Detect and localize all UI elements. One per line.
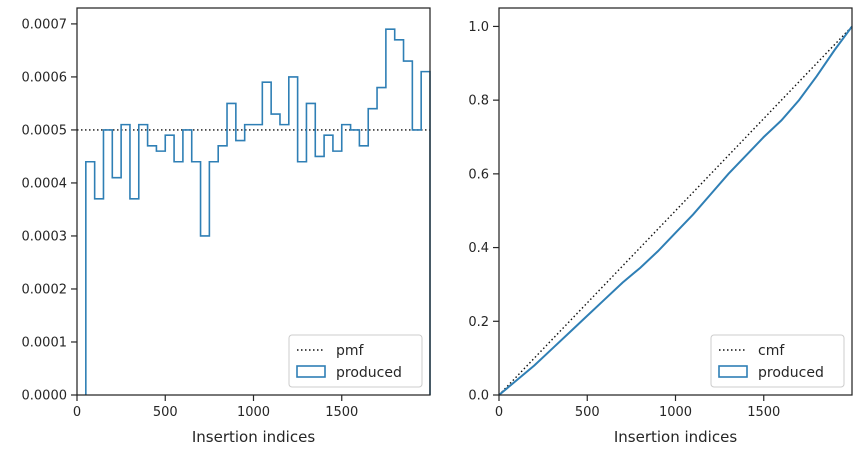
pmf-legend-label-produced: produced [336, 365, 402, 381]
pmf-x-axis-label: Insertion indices [192, 428, 315, 446]
pmf-legend-produced-swatch [296, 365, 326, 378]
cmf-y-tick-label: 0.8 [468, 94, 489, 109]
pmf-y-tick-label: 0.0002 [22, 282, 68, 297]
cmf-x-tick-label: 500 [575, 405, 600, 420]
cmf-line-marks [498, 25, 853, 396]
pmf-legend-label-reference: pmf [336, 343, 365, 359]
cmf-legend-box [710, 334, 845, 388]
cmf-x-tick-label: 1000 [659, 405, 692, 420]
cmf-reference-line [498, 25, 853, 396]
cmf-y-tick-label: 1.0 [468, 20, 489, 35]
pmf-x-ticks: 0 500 1000 1500 [73, 395, 358, 420]
cmf-x-ticks: 0 500 1000 1500 [495, 395, 780, 420]
pmf-y-tick-label: 0.0000 [22, 389, 68, 404]
cmf-line-panel: 0.0 0.2 0.4 0.6 0.8 1.0 0 500 1000 1500 Insertio… [468, 7, 853, 446]
cmf-x-tick-label: 0 [495, 405, 503, 420]
pmf-legend: pmf produced [288, 334, 423, 388]
pmf-histogram-outline [85, 28, 431, 395]
cmf-x-tick-label: 1500 [747, 405, 780, 420]
pmf-histogram-marks [77, 28, 431, 395]
cmf-y-tick-label: 0.4 [468, 241, 489, 256]
cmf-y-ticks: 0.0 0.2 0.4 0.6 0.8 1.0 [468, 20, 499, 404]
pmf-histogram-panel: 0.0000 0.0001 0.0002 0.0003 0.0004 0.0005 0.00… [22, 7, 431, 446]
pmf-x-tick-label: 1000 [237, 405, 270, 420]
pmf-y-tick-label: 0.0005 [22, 123, 68, 138]
pmf-legend-box [288, 334, 423, 388]
pmf-x-tick-label: 1500 [325, 405, 358, 420]
cmf-y-tick-label: 0.6 [468, 167, 489, 182]
pmf-x-tick-label: 0 [73, 405, 81, 420]
cmf-produced-line [498, 25, 853, 396]
cmf-legend-label-produced: produced [758, 365, 824, 381]
cmf-y-tick-label: 0.2 [468, 315, 489, 330]
cmf-legend-label-reference: cmf [758, 343, 785, 359]
pmf-y-tick-label: 0.0004 [22, 176, 68, 191]
cmf-legend-produced-swatch [718, 365, 748, 378]
cmf-x-axis-label: Insertion indices [614, 428, 737, 446]
pmf-x-tick-label: 500 [153, 405, 178, 420]
pmf-y-tick-label: 0.0003 [22, 229, 68, 244]
cmf-legend: cmf produced [710, 334, 845, 388]
cmf-y-tick-label: 0.0 [468, 389, 489, 404]
pmf-y-tick-label: 0.0006 [22, 70, 68, 85]
pmf-y-tick-label: 0.0007 [22, 17, 68, 32]
pmf-y-ticks: 0.0000 0.0001 0.0002 0.0003 0.0004 0.0005 0.00… [22, 17, 77, 404]
pmf-y-tick-label: 0.0001 [22, 335, 68, 350]
